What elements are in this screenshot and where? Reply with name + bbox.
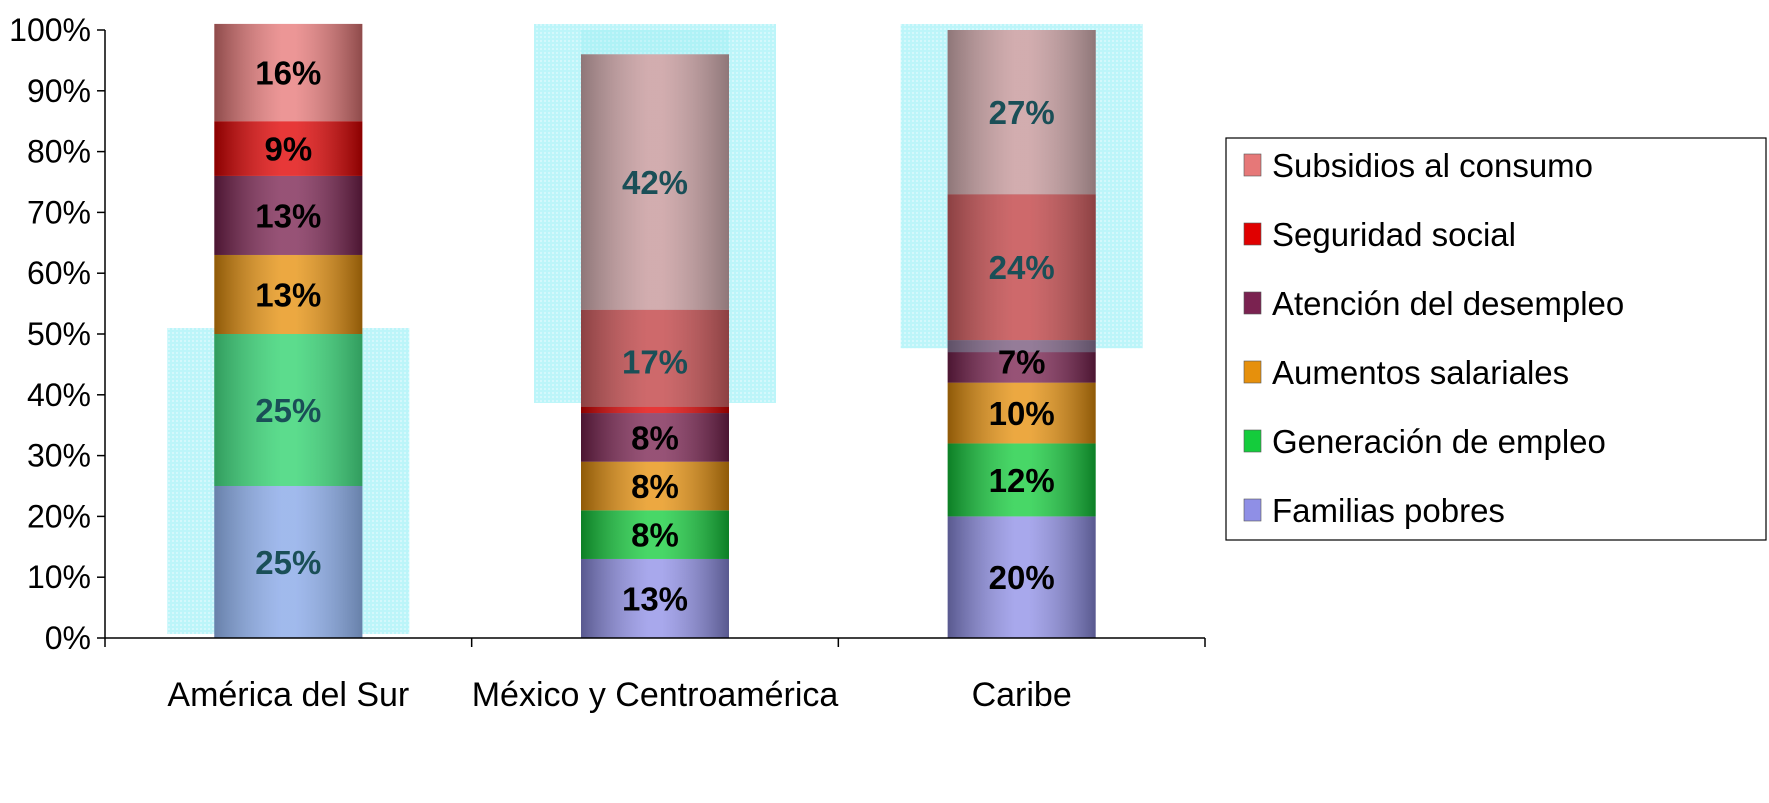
- legend-swatch: [1243, 360, 1262, 384]
- data-label: 8%: [631, 517, 679, 554]
- data-label: 42%: [622, 164, 688, 201]
- highlight-overlay: [947, 30, 1096, 353]
- category-label: América del Sur: [167, 676, 409, 714]
- y-tick-label: 80%: [27, 134, 91, 170]
- legend-swatch: [1243, 291, 1262, 315]
- y-tick-label: 10%: [27, 559, 91, 595]
- bar-shading: [947, 382, 1096, 444]
- data-label: 13%: [622, 580, 688, 617]
- y-tick-label: 90%: [27, 73, 91, 109]
- legend-box: [1225, 137, 1767, 541]
- data-label: 8%: [631, 419, 679, 456]
- data-label: 13%: [255, 197, 321, 234]
- bar-shading: [581, 558, 729, 638]
- data-label: 25%: [255, 392, 321, 429]
- legend-swatch: [1243, 498, 1262, 522]
- legend-label: Seguridad social: [1272, 216, 1516, 253]
- data-label: 8%: [631, 468, 679, 505]
- y-tick-label: 30%: [27, 438, 91, 474]
- legend-label: Generación de empleo: [1272, 423, 1606, 460]
- legend-label: Subsidios al consumo: [1272, 147, 1593, 184]
- legend-swatch: [1243, 429, 1262, 453]
- data-label: 13%: [255, 276, 321, 313]
- bar-shading: [947, 30, 1096, 195]
- bar-shading: [581, 309, 729, 414]
- bar-shading: [581, 461, 729, 511]
- bar-shading: [214, 334, 363, 486]
- data-label: 12%: [989, 462, 1055, 499]
- data-label: 17%: [622, 343, 688, 380]
- bar-shading: [947, 340, 1096, 383]
- legend-swatch: [1243, 153, 1262, 177]
- legend-label: Aumentos salariales: [1272, 354, 1569, 391]
- y-tick-label: 60%: [27, 255, 91, 291]
- category-label: México y Centroamérica: [472, 676, 839, 714]
- y-tick-label: 20%: [27, 498, 91, 534]
- data-label: 27%: [989, 94, 1055, 131]
- data-label: 7%: [998, 343, 1046, 380]
- data-label: 9%: [264, 131, 312, 168]
- bar-shading: [947, 194, 1096, 341]
- bar-shading: [214, 486, 363, 638]
- legend-swatch: [1243, 222, 1262, 246]
- legend-label: Familias pobres: [1272, 492, 1505, 529]
- bar-shading: [947, 516, 1096, 638]
- y-tick-label: 100%: [9, 12, 91, 48]
- category-label: Caribe: [972, 676, 1072, 714]
- bar-shading: [581, 54, 729, 310]
- bar-shading: [214, 175, 363, 255]
- legend-label: Atención del desempleo: [1272, 285, 1624, 322]
- y-tick-label: 50%: [27, 316, 91, 352]
- bar-shading: [581, 413, 729, 462]
- bar-shading: [214, 121, 363, 176]
- bar-shading: [581, 510, 729, 559]
- data-label: 10%: [989, 395, 1055, 432]
- highlight-overlay: [214, 334, 363, 638]
- data-label: 20%: [989, 559, 1055, 596]
- y-tick-label: 70%: [27, 194, 91, 230]
- bar-shading: [214, 23, 363, 122]
- data-label: 24%: [989, 249, 1055, 286]
- data-label: 16%: [255, 55, 321, 92]
- data-label: 25%: [255, 544, 321, 581]
- bar-shading: [947, 443, 1096, 517]
- bar-shading: [214, 254, 363, 334]
- y-tick-label: 40%: [27, 377, 91, 413]
- y-tick-label: 0%: [45, 620, 91, 656]
- highlight-overlay: [581, 30, 729, 407]
